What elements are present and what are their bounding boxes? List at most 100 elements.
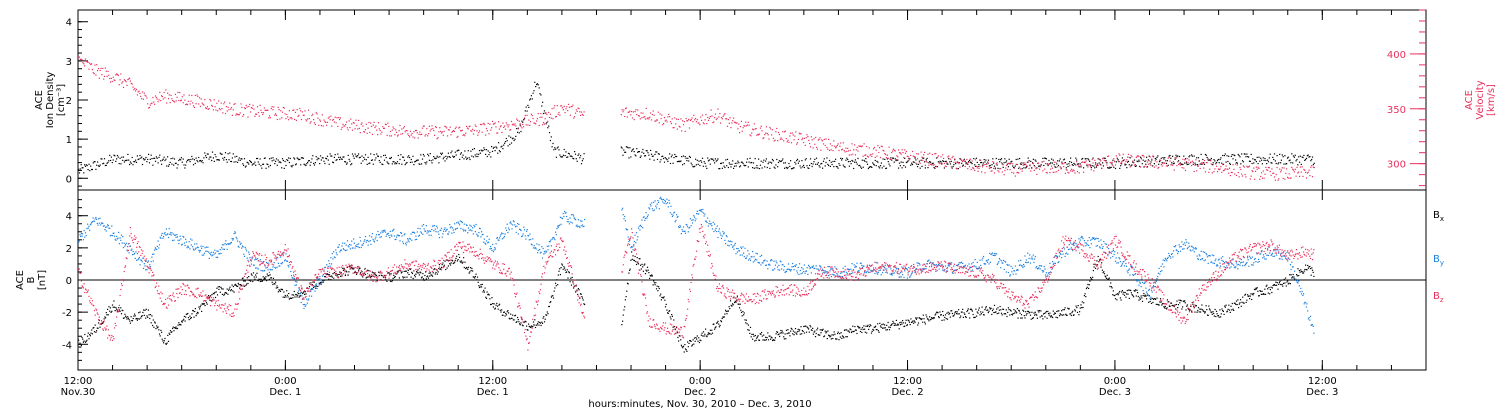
density-point [744, 165, 746, 167]
density-point [440, 152, 442, 154]
bx-point [1177, 304, 1179, 306]
velocity-point [370, 122, 372, 124]
density-point [250, 161, 252, 163]
velocity-point [842, 142, 844, 144]
density-point [551, 146, 553, 148]
bx-point [1163, 306, 1165, 308]
bx-point [449, 263, 451, 265]
bx-point [78, 339, 80, 341]
density-point [304, 164, 306, 166]
density-point [475, 155, 477, 158]
by-point [335, 249, 337, 251]
density-point [535, 86, 537, 88]
velocity-point [375, 125, 377, 127]
velocity-point [799, 133, 801, 135]
density-point [271, 160, 273, 162]
velocity-point [1003, 174, 1005, 176]
bx-point [277, 287, 279, 289]
density-point [1210, 159, 1212, 161]
density-point [1127, 160, 1130, 162]
velocity-point [287, 116, 289, 118]
by-point [207, 246, 209, 248]
velocity-point [560, 105, 562, 107]
velocity-point [327, 117, 329, 119]
bx-point [748, 329, 750, 331]
bx-point [201, 303, 203, 305]
velocity-point [1050, 168, 1052, 170]
density-point [301, 157, 303, 159]
bx-point [950, 310, 952, 312]
bx-point [938, 317, 940, 319]
velocity-point [813, 138, 815, 140]
velocity-point [1019, 166, 1021, 168]
by-point [273, 262, 275, 264]
density-point [637, 151, 639, 153]
bx-point [1212, 311, 1214, 313]
density-point [448, 156, 450, 158]
velocity-point [707, 119, 710, 121]
by-point [265, 267, 267, 269]
bx-point [140, 317, 142, 319]
bx-point [1290, 274, 1292, 276]
density-point [1063, 158, 1066, 160]
bx-point [177, 324, 179, 326]
density-point [911, 163, 914, 166]
density-point [97, 165, 100, 167]
density-point [920, 159, 922, 161]
density-point [877, 161, 879, 163]
velocity-point [911, 150, 914, 153]
density-point [997, 167, 999, 169]
density-point [128, 159, 130, 161]
velocity-point [709, 116, 711, 118]
density-point [1217, 158, 1219, 161]
by-point [246, 250, 248, 252]
by-point [101, 222, 103, 224]
bx-point [1141, 300, 1144, 302]
by-point [310, 288, 312, 290]
density-point [749, 157, 751, 159]
bx-point [538, 324, 540, 326]
bx-point [893, 324, 895, 326]
bx-point [87, 332, 89, 334]
velocity-point [1082, 161, 1084, 163]
velocity-point [1284, 178, 1286, 180]
density-point [845, 159, 847, 161]
velocity-point [545, 112, 547, 114]
by-point [78, 240, 80, 242]
bx-point [503, 311, 505, 313]
velocity-point [634, 111, 636, 113]
density-point [1032, 162, 1034, 164]
velocity-point [1295, 175, 1297, 177]
velocity-point [420, 133, 422, 136]
bx-point [346, 271, 348, 273]
velocity-point [898, 152, 901, 154]
bx-point [534, 326, 537, 329]
density-point [714, 158, 716, 160]
velocity-point [339, 117, 341, 119]
bx-point [418, 274, 420, 276]
bx-point [247, 282, 249, 285]
bx-point [445, 268, 447, 271]
bx-point [808, 328, 810, 330]
velocity-point [1189, 163, 1191, 165]
bx-point [275, 287, 277, 289]
density-point [431, 162, 433, 164]
density-point [1119, 167, 1121, 169]
bx-point [809, 324, 811, 327]
velocity-point [815, 136, 817, 139]
velocity-point [1178, 163, 1181, 165]
velocity-point [166, 102, 168, 104]
density-point [1028, 160, 1030, 162]
bx-point [559, 268, 561, 270]
by-point [295, 284, 297, 286]
velocity-point [987, 161, 989, 163]
bx-point [1166, 308, 1168, 310]
bx-point [355, 273, 358, 275]
velocity-point [1236, 164, 1238, 166]
velocity-point [992, 161, 994, 163]
density-point [722, 162, 724, 164]
by-point [173, 239, 175, 241]
by-point [279, 265, 281, 267]
density-point [144, 158, 146, 160]
velocity-point [1004, 169, 1006, 172]
